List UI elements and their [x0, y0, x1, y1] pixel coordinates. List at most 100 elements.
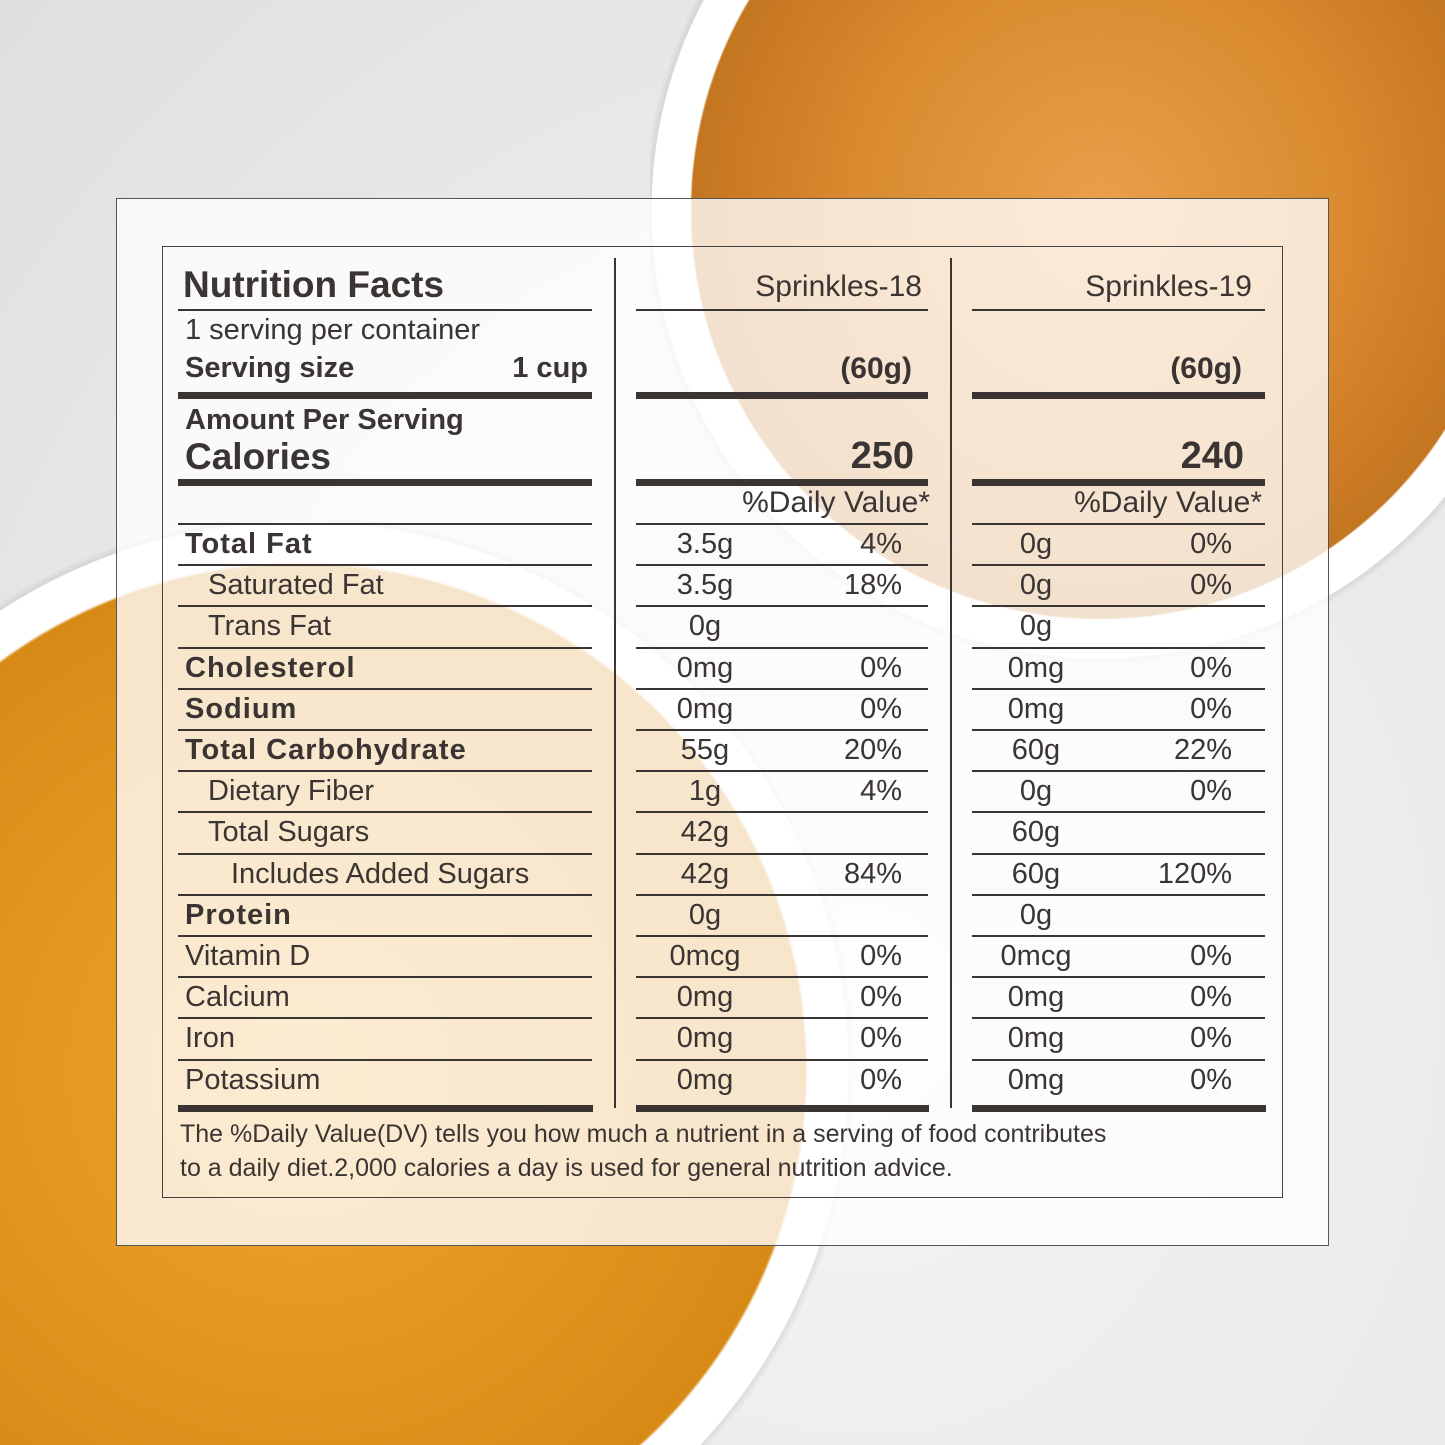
amount-per-serving: Amount Per Serving [185, 404, 464, 436]
row-divider [178, 893, 592, 896]
nutrition-label-frame [162, 246, 1283, 1198]
daily-value-header-2: %Daily Value* [1074, 486, 1262, 519]
nutrient-label: Trans Fat [208, 610, 332, 643]
daily-value-2: 0% [1190, 528, 1232, 560]
daily-value-1: 0% [860, 1063, 902, 1096]
thick-divider [636, 479, 928, 486]
daily-value-2: 0% [1190, 569, 1232, 602]
nutrient-label: Includes Added Sugars [231, 857, 530, 890]
amount-1: 0mg [676, 1063, 734, 1096]
amount-1: 0mg [676, 651, 734, 684]
servings-per-container: 1 serving per container [185, 314, 480, 346]
row-divider [636, 976, 928, 979]
calories-2: 240 [1180, 435, 1244, 477]
row-divider [636, 523, 928, 525]
amount-1: 0mg [676, 692, 734, 725]
row-divider [636, 646, 928, 649]
row-divider [972, 935, 1265, 937]
amount-2: 0g [1019, 528, 1053, 560]
divider [636, 309, 928, 311]
column-divider [950, 258, 952, 1108]
nutrient-label: Potassium [185, 1063, 321, 1096]
daily-value-1: 0% [860, 651, 902, 684]
thick-divider [972, 1105, 1266, 1112]
nutrient-label: Protein [185, 898, 292, 931]
column-divider [614, 258, 616, 1108]
daily-value-1: 0% [860, 692, 902, 725]
amount-1: 1g [688, 775, 722, 808]
amount-1: 3.5g [676, 528, 734, 560]
thick-divider [178, 1105, 593, 1112]
nutrient-label: Sodium [185, 692, 298, 725]
nutrient-label: Saturated Fat [208, 569, 384, 602]
amount-1: 0mcg [669, 940, 741, 972]
row-divider [178, 687, 592, 690]
daily-value-header-1: %Daily Value* [742, 486, 930, 519]
row-divider [178, 605, 592, 608]
daily-value-2: 120% [1157, 857, 1232, 890]
nutrient-label: Total Fat [185, 528, 313, 560]
daily-value-2: 0% [1190, 1022, 1232, 1055]
serving-size-value: 1 cup [512, 352, 588, 384]
row-divider [178, 935, 592, 937]
amount-2: 60g [1011, 816, 1061, 849]
footnote-line-2: to a daily diet.2,000 calories a day is … [180, 1154, 953, 1182]
daily-value-2: 0% [1190, 775, 1232, 808]
row-divider [636, 935, 928, 937]
amount-1: 0g [688, 898, 722, 931]
row-divider [636, 770, 928, 773]
row-divider [972, 564, 1265, 567]
daily-value-1: 0% [860, 981, 902, 1014]
row-divider [636, 605, 928, 608]
row-divider [972, 852, 1265, 855]
daily-value-2: 0% [1190, 1063, 1232, 1096]
amount-2: 0mg [1007, 1063, 1065, 1096]
amount-2: 0g [1019, 569, 1053, 602]
daily-value-2: 0% [1190, 940, 1232, 972]
daily-value-1: 84% [843, 857, 902, 890]
product-name-1: Sprinkles-18 [755, 270, 922, 303]
nutrient-label: Iron [185, 1022, 235, 1055]
divider [178, 309, 592, 311]
row-divider [636, 687, 928, 690]
amount-1: 55g [680, 734, 730, 766]
daily-value-1: 0% [860, 940, 902, 972]
amount-2: 0mg [1007, 981, 1065, 1014]
row-divider [972, 1058, 1265, 1061]
calories-1: 250 [850, 435, 914, 477]
amount-2: 0mcg [1000, 940, 1072, 972]
row-divider [178, 646, 592, 649]
amount-2: 0g [1019, 898, 1053, 931]
row-divider [972, 605, 1265, 608]
daily-value-1: 18% [843, 569, 902, 602]
nutrient-label: Dietary Fiber [208, 775, 374, 808]
product-name-2: Sprinkles-19 [1085, 270, 1252, 303]
daily-value-1: 4% [860, 528, 902, 560]
row-divider [178, 852, 592, 855]
amount-2: 0g [1019, 775, 1053, 808]
serving-size-label: Serving size [185, 352, 355, 384]
row-divider [636, 564, 928, 567]
thick-divider [178, 479, 592, 486]
thick-divider [178, 392, 592, 399]
nutrient-label: Cholesterol [185, 651, 356, 684]
thick-divider [636, 1105, 929, 1112]
daily-value-1: 4% [860, 775, 902, 808]
daily-value-2: 0% [1190, 981, 1232, 1014]
nutrient-label: Vitamin D [185, 940, 311, 972]
amount-2: 60g [1011, 857, 1061, 890]
amount-1: 3.5g [676, 569, 734, 602]
daily-value-2: 22% [1173, 734, 1232, 766]
amount-1: 0mg [676, 1022, 734, 1055]
row-divider [636, 729, 928, 731]
calories-label: Calories [185, 436, 332, 477]
row-divider [178, 976, 592, 979]
row-divider [178, 1058, 592, 1061]
row-divider [178, 729, 592, 731]
amount-1: 42g [680, 857, 730, 890]
row-divider [178, 1017, 592, 1020]
row-divider [972, 811, 1265, 814]
row-divider [972, 893, 1265, 896]
serving-weight-2: (60g) [1170, 352, 1242, 385]
daily-value-1: 0% [860, 1022, 902, 1055]
